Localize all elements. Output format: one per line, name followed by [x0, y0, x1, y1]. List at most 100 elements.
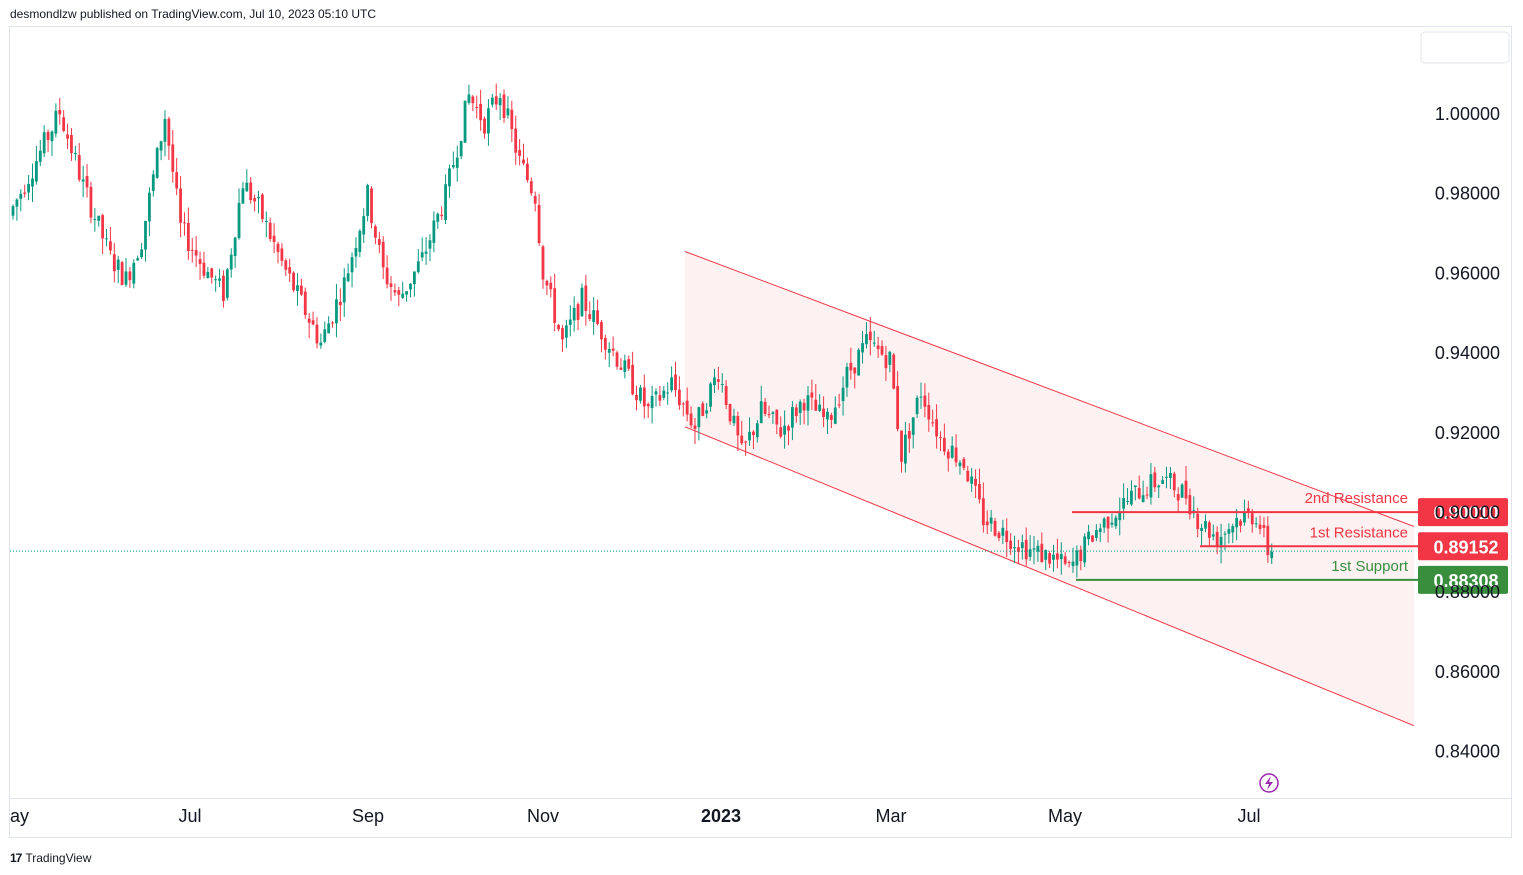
candle [1083, 533, 1087, 567]
candle [962, 457, 966, 471]
candle [1141, 480, 1145, 503]
candle-body [1149, 474, 1153, 498]
lightning-icon[interactable] [1259, 773, 1279, 793]
candle-body [448, 168, 451, 187]
candle-body [132, 262, 136, 284]
candle [237, 188, 241, 240]
candle-body [1211, 534, 1215, 537]
candle-body [183, 222, 186, 224]
level-line[interactable]: 1st Resistance 0.89152 [1200, 524, 1508, 561]
candle-body [202, 262, 206, 276]
candle-body [767, 414, 771, 416]
time-axis[interactable]: ay Jul Sep Nov 2023 Mar May Jul [10, 806, 1261, 826]
price-axis[interactable]: 1.00000 0.98000 0.96000 0.94000 0.92000 0.900… [1435, 104, 1500, 762]
candle-body [416, 261, 420, 273]
candle [288, 258, 292, 282]
candle [494, 83, 498, 110]
candle [810, 379, 814, 410]
candle [381, 236, 385, 280]
price-tick-label: 0.86000 [1435, 662, 1500, 682]
level-line[interactable]: 1st Support 0.88308 [1076, 558, 1508, 594]
candle [405, 291, 408, 302]
candle [73, 145, 77, 161]
brand-footer[interactable]: 17 TradingView [10, 849, 91, 867]
candle [966, 465, 970, 483]
candle-body [264, 220, 268, 222]
candle-body [818, 404, 822, 411]
candle-body [31, 178, 34, 187]
candle [128, 267, 132, 288]
candle [147, 187, 151, 237]
candle-body [1239, 520, 1242, 526]
candle [646, 402, 650, 418]
candle [642, 374, 646, 419]
candle [958, 460, 962, 475]
candle [650, 385, 654, 424]
candle [385, 255, 389, 289]
candle [483, 116, 486, 139]
candle-body [66, 134, 69, 139]
candle [253, 194, 257, 212]
candle [335, 283, 338, 338]
candle-body [319, 342, 323, 346]
candle-body [420, 252, 424, 258]
candle [179, 175, 182, 238]
candle [1188, 488, 1192, 520]
candle [1048, 551, 1052, 568]
candle-body [557, 324, 560, 330]
candle-body [681, 403, 685, 405]
candle-body [1005, 530, 1009, 543]
candle [674, 361, 677, 397]
candle-body [194, 250, 198, 256]
candle [720, 373, 724, 393]
candle [424, 237, 428, 265]
candle-body [358, 231, 362, 252]
candle [884, 345, 888, 382]
candle-body [147, 192, 151, 222]
candle-body [728, 404, 732, 422]
candle-body [752, 431, 755, 436]
candle-body [327, 323, 331, 334]
candle-body [140, 249, 144, 258]
candle [38, 139, 42, 167]
candle [124, 258, 128, 287]
candle [701, 401, 705, 417]
candle [849, 347, 853, 380]
candle [981, 482, 985, 533]
candle [506, 96, 510, 119]
axis-scale-button[interactable] [1420, 31, 1510, 64]
candle [257, 190, 260, 214]
candle [724, 380, 728, 410]
chart-frame [9, 26, 1512, 838]
candle-body [596, 310, 599, 324]
candle [1075, 545, 1079, 578]
candle-body [666, 392, 670, 394]
candle-body [978, 484, 981, 500]
candle-body [985, 521, 989, 526]
candle-body [233, 237, 237, 257]
candle [771, 410, 775, 424]
candle-body [693, 425, 697, 429]
candle-body [1009, 540, 1013, 549]
candle [677, 376, 681, 410]
candle [268, 217, 272, 242]
candle-body [303, 291, 307, 315]
candle-body [1052, 554, 1055, 560]
candle [54, 103, 58, 138]
candle [670, 366, 673, 393]
candle [1040, 532, 1044, 563]
candle-body [1098, 528, 1102, 533]
candle [167, 116, 171, 161]
candle [985, 510, 989, 535]
candle-body [1145, 494, 1149, 496]
candle-body [572, 307, 576, 321]
candle-body [1118, 512, 1122, 521]
level-price: 0.90010 [1433, 503, 1498, 523]
candle-body [144, 220, 147, 250]
candle [440, 206, 444, 220]
candle-body [1020, 542, 1024, 549]
level-line[interactable]: 2nd Resistance 0.90010 [1072, 490, 1508, 527]
candle [1059, 542, 1063, 575]
candle [1098, 523, 1102, 543]
